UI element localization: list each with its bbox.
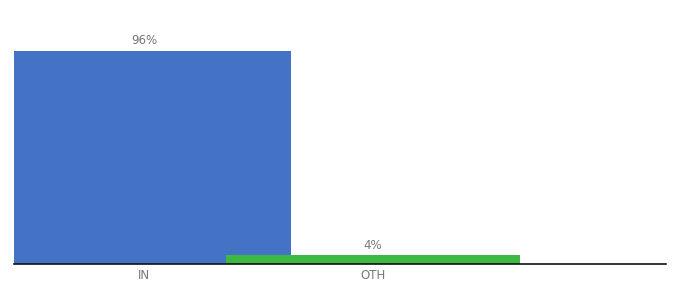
- Text: 96%: 96%: [131, 34, 157, 47]
- Text: 4%: 4%: [363, 239, 382, 252]
- Bar: [0, 51, 291, 264]
- Bar: [226, 255, 520, 264]
